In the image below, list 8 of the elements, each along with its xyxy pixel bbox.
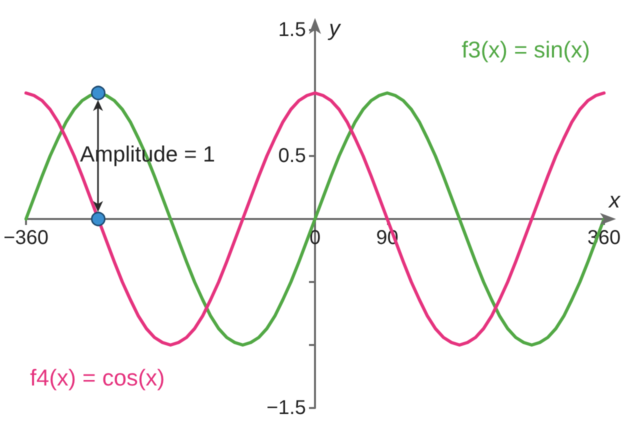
y-axis-title: y — [327, 16, 342, 40]
y-tick-label: 1.5 — [278, 19, 306, 41]
x-axis-title: x — [608, 188, 621, 212]
series-label: f4(x) = cos(x) — [30, 364, 165, 390]
x-tick-label: −360 — [3, 227, 49, 249]
y-tick-label: 0.5 — [278, 145, 306, 167]
text: f3(x) = sin(x) — [462, 36, 590, 62]
y-tick-label: −1.5 — [266, 397, 306, 419]
